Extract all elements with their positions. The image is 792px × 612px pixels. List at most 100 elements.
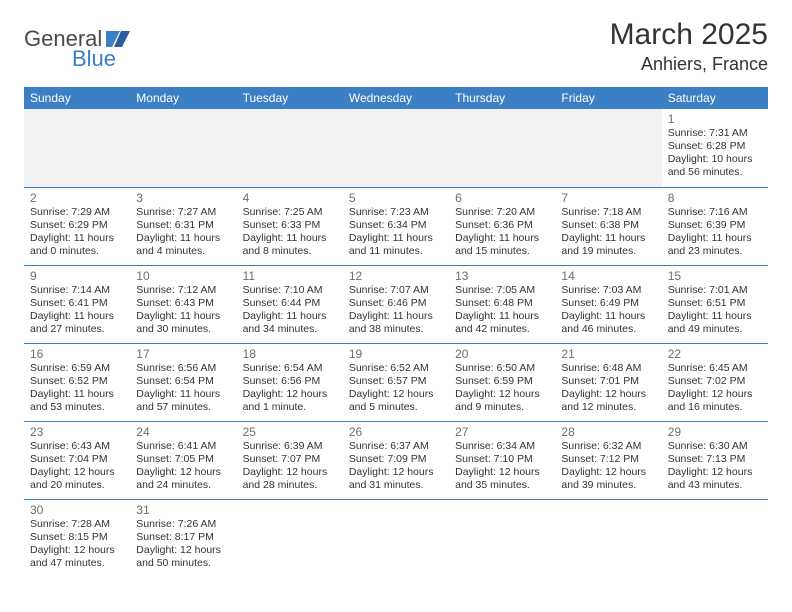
day-cell: 20Sunrise: 6:50 AMSunset: 6:59 PMDayligh…: [449, 343, 555, 421]
sunset-text: Sunset: 7:09 PM: [349, 453, 443, 466]
daylight-text: Daylight: 12 hours and 1 minute.: [243, 388, 337, 414]
sunrise-text: Sunrise: 6:39 AM: [243, 440, 337, 453]
daylight-text: Daylight: 12 hours and 5 minutes.: [349, 388, 443, 414]
sunset-text: Sunset: 6:41 PM: [30, 297, 124, 310]
sunrise-text: Sunrise: 7:03 AM: [561, 284, 655, 297]
sunrise-text: Sunrise: 6:52 AM: [349, 362, 443, 375]
day-number: 19: [349, 347, 443, 361]
sunrise-text: Sunrise: 7:29 AM: [30, 206, 124, 219]
weekday-header: Wednesday: [343, 87, 449, 109]
sunrise-text: Sunrise: 6:37 AM: [349, 440, 443, 453]
day-number: 13: [455, 269, 549, 283]
sunrise-text: Sunrise: 7:12 AM: [136, 284, 230, 297]
daylight-text: Daylight: 11 hours and 23 minutes.: [668, 232, 762, 258]
empty-cell: [24, 109, 130, 187]
day-cell: 16Sunrise: 6:59 AMSunset: 6:52 PMDayligh…: [24, 343, 130, 421]
weekday-header: Thursday: [449, 87, 555, 109]
sunrise-text: Sunrise: 6:50 AM: [455, 362, 549, 375]
weekday-header: Monday: [130, 87, 236, 109]
sunrise-text: Sunrise: 7:31 AM: [668, 127, 762, 140]
sunrise-text: Sunrise: 7:07 AM: [349, 284, 443, 297]
sunrise-text: Sunrise: 6:54 AM: [243, 362, 337, 375]
weekday-header: Sunday: [24, 87, 130, 109]
sunrise-text: Sunrise: 7:25 AM: [243, 206, 337, 219]
sunset-text: Sunset: 7:02 PM: [668, 375, 762, 388]
sunrise-text: Sunrise: 7:05 AM: [455, 284, 549, 297]
daylight-text: Daylight: 12 hours and 31 minutes.: [349, 466, 443, 492]
empty-cell: [343, 499, 449, 577]
sunrise-text: Sunrise: 6:32 AM: [561, 440, 655, 453]
day-cell: 7Sunrise: 7:18 AMSunset: 6:38 PMDaylight…: [555, 187, 661, 265]
sunset-text: Sunset: 8:17 PM: [136, 531, 230, 544]
logo-word2: Blue: [72, 46, 116, 72]
day-cell: 26Sunrise: 6:37 AMSunset: 7:09 PMDayligh…: [343, 421, 449, 499]
day-number: 4: [243, 191, 337, 205]
empty-cell: [237, 499, 343, 577]
day-number: 18: [243, 347, 337, 361]
logo-line2: Blue: [24, 46, 116, 72]
daylight-text: Daylight: 12 hours and 16 minutes.: [668, 388, 762, 414]
daylight-text: Daylight: 12 hours and 39 minutes.: [561, 466, 655, 492]
daylight-text: Daylight: 12 hours and 28 minutes.: [243, 466, 337, 492]
day-cell: 29Sunrise: 6:30 AMSunset: 7:13 PMDayligh…: [662, 421, 768, 499]
empty-cell: [130, 109, 236, 187]
day-number: 23: [30, 425, 124, 439]
sunset-text: Sunset: 6:49 PM: [561, 297, 655, 310]
daylight-text: Daylight: 11 hours and 11 minutes.: [349, 232, 443, 258]
day-cell: 10Sunrise: 7:12 AMSunset: 6:43 PMDayligh…: [130, 265, 236, 343]
day-number: 12: [349, 269, 443, 283]
sunrise-text: Sunrise: 6:34 AM: [455, 440, 549, 453]
sunset-text: Sunset: 6:31 PM: [136, 219, 230, 232]
sunset-text: Sunset: 6:48 PM: [455, 297, 549, 310]
daylight-text: Daylight: 11 hours and 53 minutes.: [30, 388, 124, 414]
daylight-text: Daylight: 12 hours and 35 minutes.: [455, 466, 549, 492]
daylight-text: Daylight: 12 hours and 20 minutes.: [30, 466, 124, 492]
sunset-text: Sunset: 6:36 PM: [455, 219, 549, 232]
daylight-text: Daylight: 11 hours and 15 minutes.: [455, 232, 549, 258]
daylight-text: Daylight: 11 hours and 19 minutes.: [561, 232, 655, 258]
day-cell: 23Sunrise: 6:43 AMSunset: 7:04 PMDayligh…: [24, 421, 130, 499]
sunset-text: Sunset: 6:29 PM: [30, 219, 124, 232]
empty-cell: [449, 109, 555, 187]
day-number: 10: [136, 269, 230, 283]
day-cell: 2Sunrise: 7:29 AMSunset: 6:29 PMDaylight…: [24, 187, 130, 265]
sunset-text: Sunset: 6:33 PM: [243, 219, 337, 232]
sunset-text: Sunset: 6:57 PM: [349, 375, 443, 388]
day-cell: 6Sunrise: 7:20 AMSunset: 6:36 PMDaylight…: [449, 187, 555, 265]
day-number: 16: [30, 347, 124, 361]
day-cell: 12Sunrise: 7:07 AMSunset: 6:46 PMDayligh…: [343, 265, 449, 343]
day-cell: 11Sunrise: 7:10 AMSunset: 6:44 PMDayligh…: [237, 265, 343, 343]
sunset-text: Sunset: 7:13 PM: [668, 453, 762, 466]
empty-cell: [237, 109, 343, 187]
daylight-text: Daylight: 11 hours and 46 minutes.: [561, 310, 655, 336]
empty-cell: [555, 499, 661, 577]
sunrise-text: Sunrise: 6:59 AM: [30, 362, 124, 375]
daylight-text: Daylight: 11 hours and 4 minutes.: [136, 232, 230, 258]
day-cell: 24Sunrise: 6:41 AMSunset: 7:05 PMDayligh…: [130, 421, 236, 499]
day-number: 26: [349, 425, 443, 439]
day-cell: 8Sunrise: 7:16 AMSunset: 6:39 PMDaylight…: [662, 187, 768, 265]
sunset-text: Sunset: 8:15 PM: [30, 531, 124, 544]
sunset-text: Sunset: 6:39 PM: [668, 219, 762, 232]
day-cell: 25Sunrise: 6:39 AMSunset: 7:07 PMDayligh…: [237, 421, 343, 499]
sunset-text: Sunset: 7:07 PM: [243, 453, 337, 466]
weekday-header: Saturday: [662, 87, 768, 109]
sunrise-text: Sunrise: 6:48 AM: [561, 362, 655, 375]
calendar-row: 16Sunrise: 6:59 AMSunset: 6:52 PMDayligh…: [24, 343, 768, 421]
daylight-text: Daylight: 11 hours and 57 minutes.: [136, 388, 230, 414]
title-block: March 2025 Anhiers, France: [610, 18, 768, 75]
day-cell: 27Sunrise: 6:34 AMSunset: 7:10 PMDayligh…: [449, 421, 555, 499]
day-cell: 17Sunrise: 6:56 AMSunset: 6:54 PMDayligh…: [130, 343, 236, 421]
sunset-text: Sunset: 6:34 PM: [349, 219, 443, 232]
day-number: 21: [561, 347, 655, 361]
daylight-text: Daylight: 12 hours and 43 minutes.: [668, 466, 762, 492]
daylight-text: Daylight: 12 hours and 50 minutes.: [136, 544, 230, 570]
daylight-text: Daylight: 11 hours and 0 minutes.: [30, 232, 124, 258]
sunrise-text: Sunrise: 7:16 AM: [668, 206, 762, 219]
day-number: 17: [136, 347, 230, 361]
day-number: 20: [455, 347, 549, 361]
sunrise-text: Sunrise: 7:20 AM: [455, 206, 549, 219]
day-number: 15: [668, 269, 762, 283]
sunrise-text: Sunrise: 6:30 AM: [668, 440, 762, 453]
sunset-text: Sunset: 6:59 PM: [455, 375, 549, 388]
